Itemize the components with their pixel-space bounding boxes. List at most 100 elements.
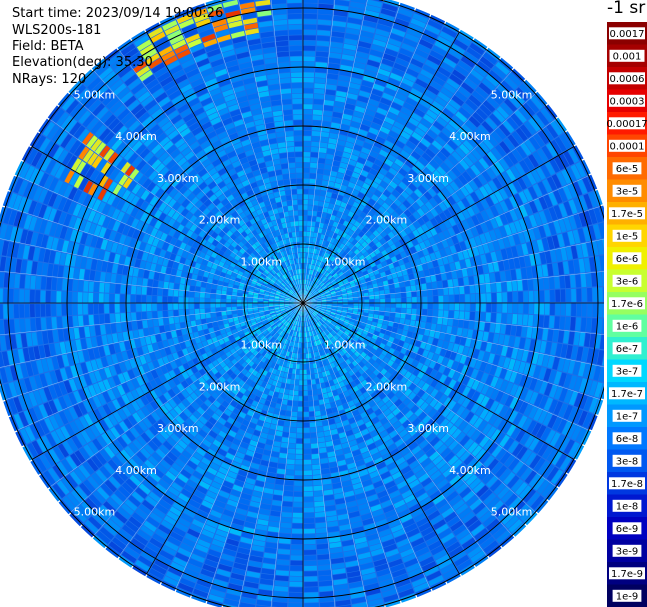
ppi-gate-cell: [389, 149, 400, 158]
ppi-gate-cell: [528, 154, 539, 168]
ppi-gate-cell: [510, 113, 523, 127]
ppi-gate-cell: [340, 64, 353, 72]
ppi-gate-cell: [528, 228, 536, 241]
ppi-gate-cell: [313, 400, 320, 406]
ppi-gate-cell: [336, 139, 346, 147]
ppi-gate-cell: [431, 184, 441, 194]
ppi-gate-cell: [405, 286, 411, 292]
ppi-gate-cell: [375, 136, 386, 144]
ppi-gate-cell: [299, 380, 303, 385]
ppi-gate-cell: [317, 19, 332, 26]
ppi-gate-cell: [522, 79, 537, 94]
ppi-gate-cell: [346, 22, 361, 30]
ppi-gate-cell: [303, 51, 316, 57]
ppi-gate-cell: [546, 123, 559, 139]
ppi-gate-cell: [346, 264, 352, 270]
ppi-gate-cell: [381, 202, 390, 210]
ppi-gate-cell: [292, 518, 303, 524]
ppi-gate-cell: [443, 287, 449, 295]
ppi-gate-cell: [304, 602, 319, 607]
ppi-gate-cell: [443, 310, 449, 318]
ppi-gate-cell: [365, 137, 375, 145]
ppi-gate-cell: [312, 464, 321, 470]
ppi-gate-cell: [472, 111, 485, 124]
ppi-gate-cell: [455, 189, 465, 200]
ppi-gate-cell: [561, 169, 572, 185]
ppi-gate-cell: [461, 123, 473, 135]
ppi-gate-cell: [319, 274, 323, 280]
ppi-gate-cell: [336, 278, 342, 283]
ppi-gate-cell: [384, 289, 390, 294]
ppi-gate-cell: [315, 522, 327, 528]
ppi-gate-cell: [348, 300, 354, 303]
ppi-gate-cell: [364, 9, 380, 18]
ppi-gate-cell: [365, 203, 373, 211]
ppi-gate-cell: [475, 224, 484, 235]
ppi-gate-cell: [389, 72, 403, 82]
ppi-gate-cell: [375, 241, 382, 248]
ppi-gate-cell: [304, 279, 306, 285]
ppi-gate-cell: [318, 280, 323, 285]
ppi-gate-cell: [325, 213, 332, 220]
ppi-gate-cell: [355, 235, 362, 242]
ppi-gate-cell: [359, 212, 367, 219]
ppi-gate-cell: [359, 124, 370, 132]
ppi-gate-cell: [384, 158, 394, 167]
ppi-gate-cell: [479, 56, 494, 69]
ppi-gate-cell: [512, 314, 518, 325]
ppi-gate-cell: [287, 400, 293, 406]
ppi-gate-cell: [512, 303, 518, 314]
ppi-gate-cell: [385, 269, 391, 276]
ppi-gate-cell: [361, 119, 372, 127]
ppi-gate-cell: [304, 571, 318, 577]
ppi-gate-cell: [312, 389, 318, 395]
ppi-gate-cell: [319, 222, 324, 229]
ppi-gate-cell: [542, 179, 552, 193]
ppi-gate-cell: [390, 298, 396, 303]
ppi-gate-cell: [565, 303, 571, 316]
ppi-gate-cell: [451, 115, 464, 127]
ppi-gate-cell: [324, 94, 335, 101]
ppi-gate-cell: [441, 127, 454, 139]
ppi-gate-cell: [281, 512, 292, 518]
ppi-gate-cell: [548, 191, 558, 206]
ppi-gate-cell: [416, 264, 424, 272]
ppi-gate-cell: [427, 296, 433, 303]
ppi-gate-cell: [362, 207, 370, 215]
ppi-gate-cell: [412, 220, 421, 229]
ppi-gate-cell: [321, 257, 326, 263]
ppi-gate-cell: [331, 26, 346, 33]
ppi-gate-cell: [503, 154, 514, 168]
ppi-gate-cell: [314, 496, 324, 502]
ppi-gate-cell: [429, 159, 440, 169]
ppi-gate-cell: [399, 264, 407, 271]
ppi-gate-cell: [572, 181, 583, 197]
ppi-gate-cell: [380, 303, 385, 307]
ppi-gate-cell: [550, 139, 562, 155]
ppi-gate-cell: [434, 224, 442, 234]
ppi-gate-cell: [565, 289, 571, 302]
ppi-gate-cell: [485, 312, 491, 322]
ppi-gate-cell: [374, 159, 384, 167]
ppi-gate-cell: [358, 254, 365, 261]
ppi-gate-cell: [329, 132, 339, 139]
ppi-gate-cell: [354, 139, 364, 147]
ppi-gate-cell: [374, 78, 387, 87]
ppi-gate-cell: [432, 288, 438, 296]
ppi-gate-cell: [460, 56, 475, 68]
ppi-gate-cell: [303, 178, 309, 184]
ppi-gate-cell: [415, 235, 424, 244]
ppi-gate-cell: [303, 512, 315, 518]
ppi-gate-cell: [325, 247, 331, 253]
ppi-gate-cell: [298, 385, 303, 391]
ppi-gate-cell: [308, 390, 313, 396]
ppi-gate-cell: [389, 33, 404, 42]
ppi-gate-cell: [333, 283, 339, 288]
ppi-gate-cell: [530, 169, 542, 183]
ppi-gate-cell: [322, 110, 333, 117]
ppi-gate-cell: [401, 77, 414, 87]
ppi-gate-cell: [300, 353, 303, 359]
ppi-gate-cell: [432, 169, 443, 180]
ppi-gate-cell: [503, 185, 513, 198]
ppi-gate-cell: [390, 243, 397, 251]
